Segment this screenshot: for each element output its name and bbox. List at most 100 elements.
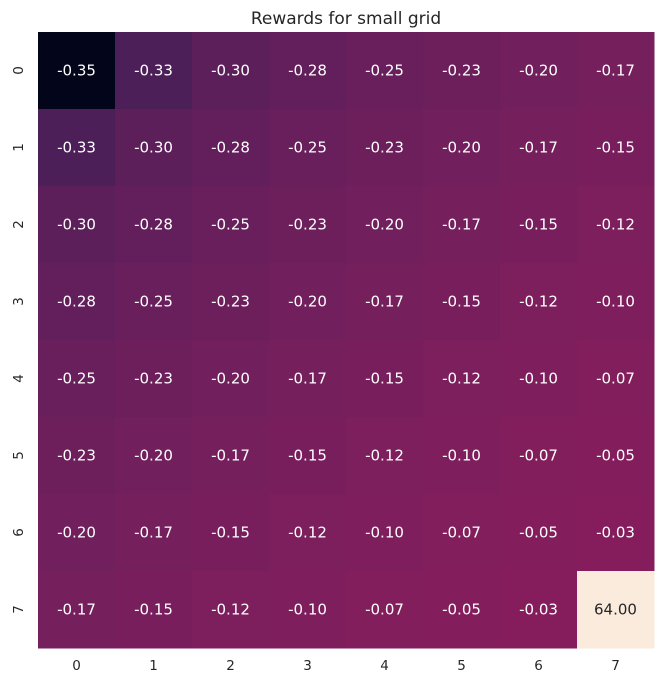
x-tick-label: 6 — [534, 658, 543, 674]
heatmap-cell — [269, 340, 347, 418]
heatmap-cell — [500, 494, 578, 572]
cell-value-label: -0.10 — [442, 447, 481, 465]
heatmap-cell — [115, 32, 193, 110]
x-tick-label: 3 — [303, 658, 312, 674]
heatmap-cell — [577, 494, 655, 572]
x-tick-label: 5 — [457, 658, 466, 674]
cell-value-label: -0.30 — [57, 216, 96, 234]
heatmap-cell — [115, 186, 193, 264]
heatmap-cell — [115, 571, 193, 649]
cell-value-label: -0.30 — [211, 62, 250, 80]
cell-value-label: -0.07 — [519, 447, 558, 465]
cell-value-label: -0.10 — [288, 601, 327, 619]
y-tick-label: 5 — [11, 451, 27, 460]
y-tick-label: 4 — [11, 374, 27, 383]
heatmap-cell — [500, 340, 578, 418]
cell-value-label: -0.12 — [519, 293, 558, 311]
heatmap-cell — [115, 109, 193, 187]
cell-value-label: -0.15 — [288, 447, 327, 465]
heatmap-cell — [346, 494, 424, 572]
heatmap-cell — [423, 340, 501, 418]
cell-value-label: -0.28 — [211, 139, 250, 157]
heatmap-cell — [269, 186, 347, 264]
heatmap-cell — [38, 109, 116, 187]
cell-value-label: -0.23 — [134, 370, 173, 388]
cell-value-label: -0.10 — [596, 293, 635, 311]
heatmap-cell — [500, 109, 578, 187]
heatmap-cell — [269, 109, 347, 187]
heatmap-cell — [577, 263, 655, 341]
x-tick-label: 1 — [149, 658, 158, 674]
heatmap-cell — [577, 340, 655, 418]
heatmap-cell — [346, 32, 424, 110]
cell-value-label: -0.07 — [365, 601, 404, 619]
cell-value-label: -0.15 — [365, 370, 404, 388]
cell-value-label: -0.15 — [134, 601, 173, 619]
cell-value-label: -0.17 — [211, 447, 250, 465]
heatmap-cell — [500, 186, 578, 264]
cell-value-label: -0.33 — [134, 62, 173, 80]
cell-value-label: -0.15 — [519, 216, 558, 234]
cell-value-label: -0.25 — [57, 370, 96, 388]
cell-value-label: -0.17 — [57, 601, 96, 619]
cell-value-label: -0.28 — [134, 216, 173, 234]
x-tick-label: 0 — [72, 658, 81, 674]
heatmap-cell — [115, 417, 193, 495]
cell-value-label: -0.25 — [211, 216, 250, 234]
cell-value-label: -0.12 — [288, 524, 327, 542]
cell-value-label: -0.25 — [134, 293, 173, 311]
cell-value-label: -0.10 — [519, 370, 558, 388]
cell-value-label: -0.25 — [365, 62, 404, 80]
cell-value-label: -0.20 — [288, 293, 327, 311]
cell-value-label: -0.15 — [596, 139, 635, 157]
chart-title: Rewards for small grid — [251, 9, 441, 29]
x-tick-label: 7 — [611, 658, 620, 674]
heatmap-cell — [38, 32, 116, 110]
cell-value-label: -0.05 — [442, 601, 481, 619]
x-tick-label: 2 — [226, 658, 235, 674]
cell-value-label: -0.12 — [442, 370, 481, 388]
cell-value-label: 64.00 — [594, 601, 637, 619]
heatmap-cell — [346, 417, 424, 495]
heatmap-cell — [577, 417, 655, 495]
cell-value-label: -0.12 — [211, 601, 250, 619]
cell-value-label: -0.20 — [365, 216, 404, 234]
cell-value-label: -0.33 — [57, 139, 96, 157]
cell-value-label: -0.28 — [57, 293, 96, 311]
cell-value-label: -0.23 — [57, 447, 96, 465]
cell-value-label: -0.23 — [365, 139, 404, 157]
heatmap-cell — [192, 340, 270, 418]
heatmap-cell — [115, 263, 193, 341]
cell-value-label: -0.05 — [519, 524, 558, 542]
heatmap-cell — [577, 109, 655, 187]
cell-value-label: -0.17 — [288, 370, 327, 388]
heatmap-cell — [423, 32, 501, 110]
heatmap-cell — [269, 263, 347, 341]
heatmap-cell — [192, 109, 270, 187]
cell-value-label: -0.17 — [596, 62, 635, 80]
heatmap-cell — [269, 417, 347, 495]
heatmap-cells — [38, 32, 655, 649]
cell-value-label: -0.17 — [519, 139, 558, 157]
heatmap-cell — [115, 494, 193, 572]
cell-value-label: -0.20 — [442, 139, 481, 157]
cell-value-label: -0.23 — [288, 216, 327, 234]
y-tick-labels: 0 1 2 3 4 5 6 7 — [11, 66, 27, 614]
heatmap-cell — [38, 494, 116, 572]
x-tick-label: 4 — [380, 658, 389, 674]
heatmap-cell — [500, 263, 578, 341]
heatmap-cell — [192, 494, 270, 572]
heatmap-cell — [192, 32, 270, 110]
cell-value-label: -0.20 — [519, 62, 558, 80]
heatmap-cell — [346, 571, 424, 649]
cell-value-label: -0.12 — [365, 447, 404, 465]
heatmap-cell — [346, 263, 424, 341]
heatmap-cell — [269, 32, 347, 110]
cell-value-label: -0.15 — [211, 524, 250, 542]
cell-value-label: -0.15 — [442, 293, 481, 311]
y-tick-label: 2 — [11, 220, 27, 229]
heatmap-cell — [423, 186, 501, 264]
cell-value-label: -0.28 — [288, 62, 327, 80]
cell-value-label: -0.05 — [596, 447, 635, 465]
